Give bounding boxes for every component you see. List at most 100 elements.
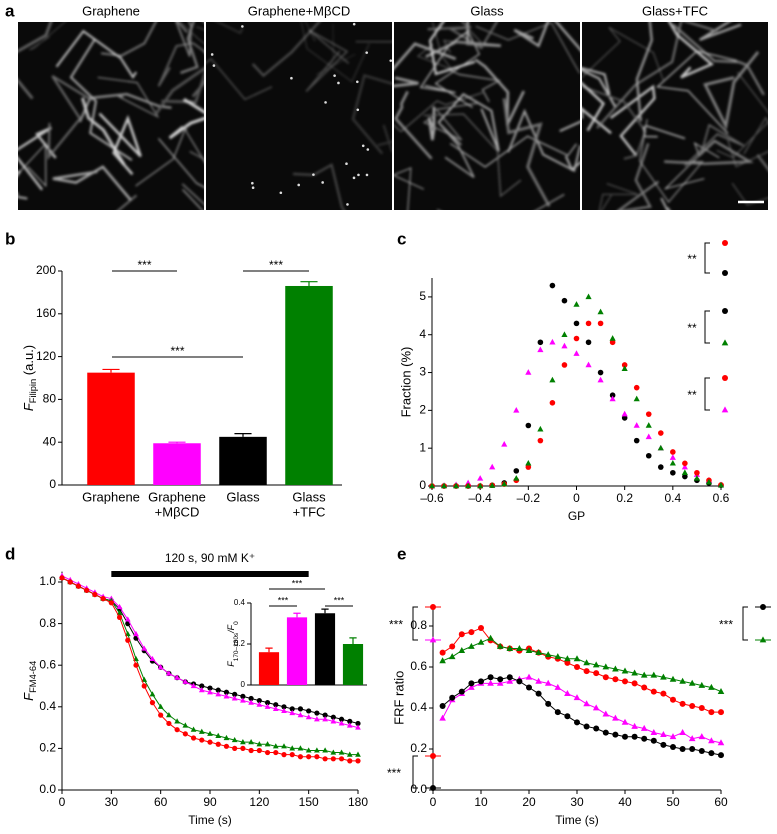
marker <box>670 469 676 476</box>
marker <box>501 480 508 487</box>
fiber <box>423 113 522 198</box>
y-axis-label: F170–180s/F0 <box>226 621 239 667</box>
marker <box>256 741 263 747</box>
marker <box>573 320 580 327</box>
marker <box>592 704 600 711</box>
fiber <box>180 22 204 74</box>
marker <box>477 482 484 489</box>
marker <box>693 475 700 481</box>
marker <box>631 669 638 676</box>
fiber <box>582 67 617 108</box>
fiber <box>157 137 204 210</box>
marker <box>166 720 172 727</box>
fiber <box>664 139 754 165</box>
marker <box>573 655 581 662</box>
marker <box>67 579 73 585</box>
marker <box>525 459 532 466</box>
significance: ** <box>687 388 697 402</box>
marker <box>705 478 713 485</box>
fiber <box>292 163 345 210</box>
significance: *** <box>292 578 303 588</box>
marker <box>338 749 345 755</box>
marker <box>330 718 337 724</box>
fiber <box>168 97 204 140</box>
marker <box>223 743 230 749</box>
marker <box>231 695 238 701</box>
marker <box>602 674 609 681</box>
marker <box>650 688 657 695</box>
marker <box>289 745 296 751</box>
fiber <box>639 119 704 203</box>
marker <box>215 691 222 697</box>
marker <box>264 703 271 709</box>
marker <box>573 335 580 342</box>
speck <box>321 181 324 184</box>
fiber <box>29 22 66 51</box>
marker <box>718 709 724 716</box>
fiber <box>100 22 157 57</box>
marker <box>513 468 520 474</box>
marker <box>525 647 533 653</box>
marker <box>108 600 114 606</box>
marker <box>190 735 197 741</box>
x-tick-label: 60 <box>154 795 168 809</box>
marker <box>657 444 664 451</box>
marker <box>448 653 456 660</box>
marker <box>223 693 230 699</box>
speck <box>346 203 349 206</box>
axis-label-part: Filipin <box>28 379 38 403</box>
marker <box>564 655 571 662</box>
fiber <box>175 22 192 57</box>
speck <box>324 101 327 104</box>
marker <box>297 712 304 718</box>
marker <box>322 756 328 762</box>
marker <box>717 739 725 746</box>
x-tick-label: –0.2 <box>517 491 541 505</box>
speck <box>212 64 216 67</box>
marker <box>526 684 532 691</box>
fiber <box>18 126 57 191</box>
marker <box>314 754 320 760</box>
y-tick-label: 2 <box>419 403 426 417</box>
fiber <box>52 165 132 201</box>
marker <box>281 743 287 749</box>
marker <box>593 725 600 732</box>
x-tick-label: 0 <box>59 795 66 809</box>
speck <box>365 173 369 177</box>
marker <box>468 642 475 649</box>
marker <box>645 411 652 417</box>
significance: *** <box>719 618 733 632</box>
marker <box>708 750 715 757</box>
y-tick-label: 0.8 <box>410 618 427 632</box>
marker <box>182 722 189 728</box>
x-tick-label: 30 <box>105 795 119 809</box>
axis-label-part: 170–180s <box>233 633 240 661</box>
marker <box>489 463 496 470</box>
bar <box>342 644 364 685</box>
marker <box>182 678 189 684</box>
marker <box>478 625 484 632</box>
marker <box>660 690 667 697</box>
y-axis-label: FRF ratio <box>391 671 406 725</box>
speck <box>361 144 365 148</box>
marker <box>554 683 562 690</box>
y-tick-label: 5 <box>419 289 426 303</box>
speck <box>389 59 393 62</box>
marker <box>609 395 616 402</box>
marker <box>199 737 205 743</box>
image-title: Graphene+MβCD <box>248 3 351 18</box>
marker <box>537 346 544 353</box>
fiber <box>81 97 126 166</box>
marker <box>223 734 230 741</box>
marker <box>174 727 180 733</box>
marker <box>633 395 640 402</box>
marker <box>289 706 295 712</box>
marker <box>297 745 304 751</box>
speck <box>279 191 283 195</box>
micrograph <box>394 22 580 210</box>
bar <box>286 617 308 685</box>
y-tick-label: 40 <box>43 434 57 448</box>
marker <box>289 752 295 758</box>
panel-label: d <box>5 544 15 563</box>
marker <box>549 400 556 406</box>
